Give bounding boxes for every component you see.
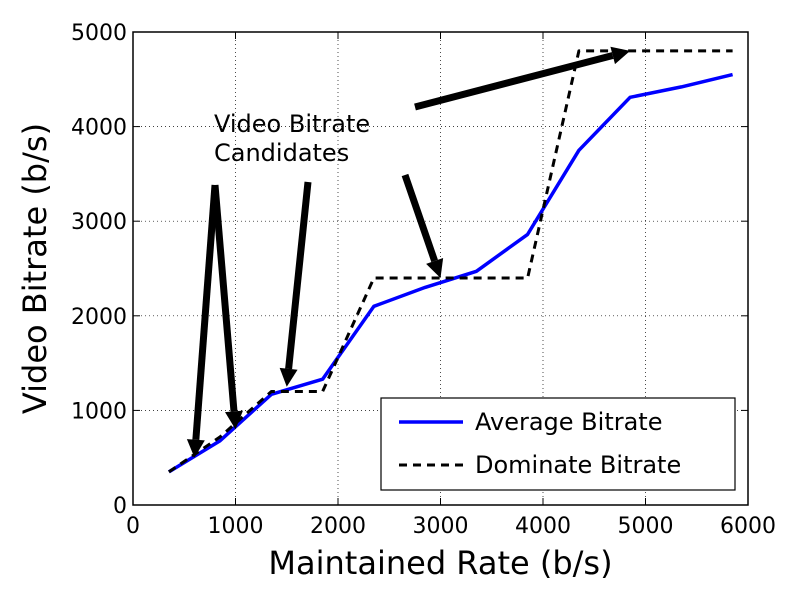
annotation-arrow [401,173,444,278]
y-tick-label: 4000 [71,116,127,141]
annotation-arrow [414,46,631,111]
y-tick-label: 0 [113,494,127,519]
y-tick-label: 2000 [71,305,127,330]
legend: Average Bitrate Dominate Bitrate [380,397,736,491]
annotation-text-line: Video Bitrate [214,110,370,138]
y-axis-label: Video Bitrate (b/s) [16,123,54,414]
x-tick-label: 0 [126,514,140,539]
annotation-text-line: Candidates [214,139,349,167]
y-tick-label: 1000 [71,399,127,424]
x-tick-label: 2000 [310,514,366,539]
annotation-arrow [186,184,219,458]
y-tick-label: 3000 [71,210,127,235]
x-tick-label: 5000 [618,514,674,539]
x-tick-label: 3000 [413,514,469,539]
annotation-arrow [211,184,243,430]
x-tick-label: 1000 [208,514,264,539]
x-axis-label: Maintained Rate (b/s) [268,544,612,582]
legend-label: Average Bitrate [475,408,662,436]
series-lines [167,49,734,474]
x-tick-label: 4000 [515,514,571,539]
series-line-2 [168,49,733,474]
x-tick-label: 6000 [720,514,776,539]
legend-box [380,397,736,491]
y-tick-label: 5000 [71,21,127,46]
annotation-arrow [279,181,312,387]
axis-ticks: 0 1000 2000 3000 4000 5000 6000 0 1000 2000 3000 40… [71,21,776,539]
legend-label: Dominate Bitrate [475,451,681,479]
